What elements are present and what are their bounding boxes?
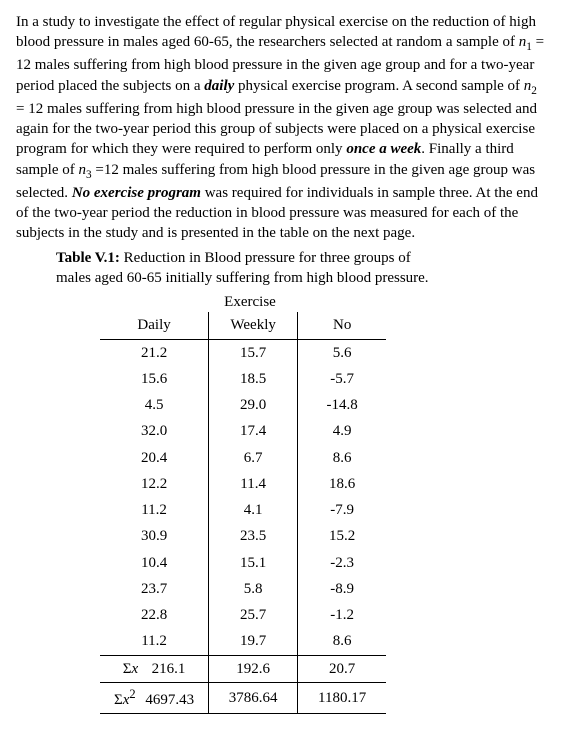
table-row: 11.24.1-7.9 — [100, 497, 386, 523]
table-cell: 23.5 — [209, 523, 298, 549]
table-cell: -7.9 — [298, 497, 387, 523]
sumsq-cell: Σx2 4697.43 — [100, 682, 209, 713]
table-cell: 23.7 — [100, 576, 209, 602]
table-cell: 15.6 — [100, 366, 209, 392]
table-cell: 11.2 — [100, 497, 209, 523]
sumsq-row: Σx2 4697.433786.641180.17 — [100, 682, 386, 713]
table-caption: Table V.1: Reduction in Blood pressure f… — [56, 248, 546, 289]
table-cell: 15.1 — [209, 550, 298, 576]
table-cell: 25.7 — [209, 602, 298, 628]
table-row: 21.215.75.6 — [100, 339, 386, 366]
sumsq-cell: 1180.17 — [298, 682, 387, 713]
sum-cell: 20.7 — [298, 655, 387, 682]
table-row: 23.75.8-8.9 — [100, 576, 386, 602]
table-row: 20.46.78.6 — [100, 445, 386, 471]
table-cell: 15.7 — [209, 339, 298, 366]
table-cell: 21.2 — [100, 339, 209, 366]
table-cell: 18.6 — [298, 471, 387, 497]
once-a-week-word: once a week — [346, 141, 421, 157]
table-cell: 18.5 — [209, 366, 298, 392]
table-cell: 4.9 — [298, 418, 387, 444]
table-cell: 11.2 — [100, 628, 209, 655]
table-cell: 10.4 — [100, 550, 209, 576]
table-row: 10.415.1-2.3 — [100, 550, 386, 576]
study-paragraph: In a study to investigate the effect of … — [16, 12, 546, 244]
table-cell: 30.9 — [100, 523, 209, 549]
table-row: 11.219.78.6 — [100, 628, 386, 655]
table-cell: 5.8 — [209, 576, 298, 602]
table-cell: 20.4 — [100, 445, 209, 471]
col-header-daily: Daily — [100, 312, 209, 339]
table-cell: 8.6 — [298, 628, 387, 655]
col-header-weekly: Weekly — [209, 312, 298, 339]
table-row: 15.618.5-5.7 — [100, 366, 386, 392]
table-cell: 4.5 — [100, 392, 209, 418]
table-cell: 17.4 — [209, 418, 298, 444]
table-cell: -8.9 — [298, 576, 387, 602]
sum-cell: 192.6 — [209, 655, 298, 682]
table-row: 22.825.7-1.2 — [100, 602, 386, 628]
table-cell: -14.8 — [298, 392, 387, 418]
data-table: Daily Weekly No 21.215.75.615.618.5-5.74… — [100, 312, 386, 714]
table-cell: -1.2 — [298, 602, 387, 628]
table-row: 32.017.44.9 — [100, 418, 386, 444]
caption-text: males aged 60-65 initially suffering fro… — [56, 270, 429, 286]
table-header-row: Daily Weekly No — [100, 312, 386, 339]
table-cell: 32.0 — [100, 418, 209, 444]
col-header-no: No — [298, 312, 387, 339]
table-row: 4.529.0-14.8 — [100, 392, 386, 418]
table-cell: -2.3 — [298, 550, 387, 576]
sum-row: Σx 216.1192.620.7 — [100, 655, 386, 682]
table-cell: 4.1 — [209, 497, 298, 523]
table-row: 12.211.418.6 — [100, 471, 386, 497]
no-exercise-word: No exercise program — [72, 185, 201, 201]
table-cell: -5.7 — [298, 366, 387, 392]
daily-word: daily — [204, 78, 234, 94]
caption-text: Reduction in Blood pressure for three gr… — [120, 250, 411, 266]
n3: n3 =12 — [78, 162, 118, 178]
exercise-super-header: Exercise — [100, 292, 400, 312]
sum-cell: Σx 216.1 — [100, 655, 209, 682]
table-cell: 6.7 — [209, 445, 298, 471]
table-row: 30.923.515.2 — [100, 523, 386, 549]
table-cell: 22.8 — [100, 602, 209, 628]
table-cell: 11.4 — [209, 471, 298, 497]
table-cell: 12.2 — [100, 471, 209, 497]
table-cell: 8.6 — [298, 445, 387, 471]
sumsq-cell: 3786.64 — [209, 682, 298, 713]
table-cell: 5.6 — [298, 339, 387, 366]
table-cell: 15.2 — [298, 523, 387, 549]
caption-lead: Table V.1: — [56, 250, 120, 266]
text: In a study to investigate the effect of … — [16, 14, 536, 50]
table-cell: 19.7 — [209, 628, 298, 655]
table-cell: 29.0 — [209, 392, 298, 418]
text: physical exercise program. A second samp… — [234, 78, 524, 94]
